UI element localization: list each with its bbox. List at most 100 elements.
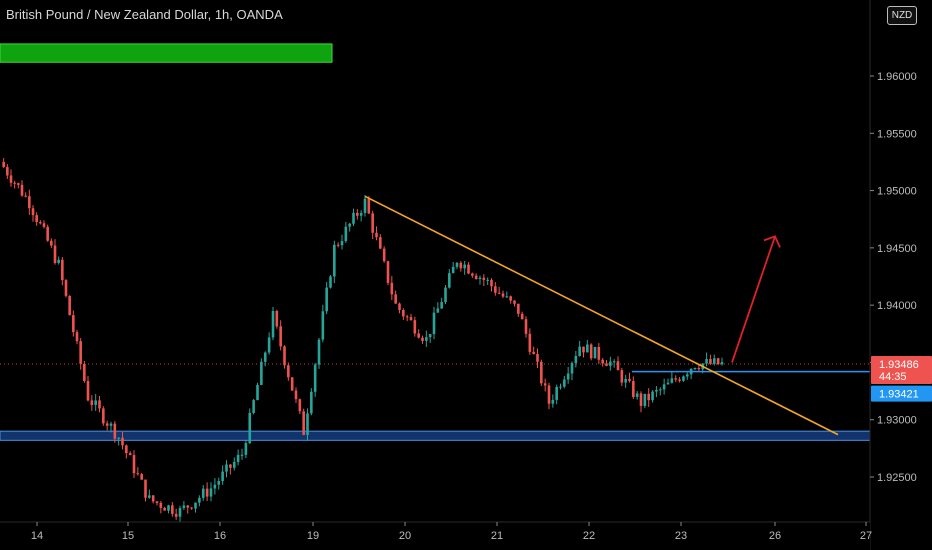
candle [678, 377, 681, 383]
candle-body [432, 312, 436, 335]
candle [609, 356, 612, 371]
candle [685, 372, 689, 380]
candle-body [597, 346, 601, 360]
candle-body [348, 223, 351, 227]
candle-body [263, 352, 267, 362]
target-zone-rect[interactable] [0, 43, 333, 63]
candle [666, 378, 670, 385]
candle [287, 362, 290, 381]
candle [105, 420, 109, 431]
candle-body [371, 213, 374, 233]
candle-body [520, 313, 524, 320]
candle [612, 359, 616, 368]
candle-body [517, 303, 520, 314]
candle [68, 295, 71, 316]
candle-body [275, 310, 279, 327]
candle-body [459, 262, 463, 269]
candle [201, 484, 205, 501]
price-tick-label: 1.94500 [877, 243, 917, 255]
candle [72, 310, 75, 337]
candle [616, 356, 620, 371]
candle-body [83, 363, 86, 382]
support-zone[interactable] [0, 430, 871, 441]
candle [409, 313, 413, 321]
candlestick-series [2, 158, 724, 524]
candle-body [136, 473, 140, 475]
candle [198, 495, 201, 507]
candle-body [639, 393, 643, 406]
candle-body [674, 378, 678, 380]
symbol-title[interactable]: British Pound / New Zealand Dollar, 1h, … [6, 7, 283, 22]
candle [540, 359, 543, 386]
currency-button[interactable]: NZD [887, 6, 917, 25]
candle-body [501, 293, 505, 297]
candle [290, 377, 294, 391]
candle-body [198, 497, 201, 503]
candle-body [455, 262, 459, 267]
candle-body [194, 502, 197, 509]
candle [421, 335, 424, 344]
candle-body [267, 337, 271, 353]
candle-body [647, 393, 651, 401]
candle-body [232, 461, 236, 468]
candle [102, 406, 105, 426]
candle [363, 195, 367, 217]
candle-body [547, 385, 551, 404]
time-tick-label: 27 [860, 530, 872, 542]
candle-body [171, 505, 174, 514]
candle [39, 220, 42, 225]
candle [509, 295, 512, 304]
candle-body [105, 423, 109, 426]
candle [682, 375, 685, 382]
candle [651, 390, 654, 403]
candle [559, 383, 562, 390]
candle [444, 285, 447, 305]
candle [317, 338, 321, 369]
candle-body [50, 240, 53, 246]
forecast-arrow-head[interactable] [763, 235, 781, 248]
candle-body [190, 507, 193, 509]
target-zone[interactable] [0, 43, 333, 63]
candle-body [532, 351, 535, 354]
trendline[interactable] [364, 195, 839, 436]
candle-body [244, 443, 248, 455]
current-price-label: 1.93486 [879, 359, 919, 371]
candle [31, 205, 35, 222]
candle [306, 408, 309, 441]
candle [225, 460, 228, 478]
forecast-arrow-line[interactable] [731, 236, 776, 363]
candle [205, 482, 209, 502]
candle-body [64, 280, 68, 296]
candle-body [102, 408, 105, 424]
candle [628, 372, 631, 383]
candle [478, 275, 482, 285]
candle [213, 478, 217, 495]
candle [543, 378, 547, 392]
candle [712, 354, 716, 366]
candle [578, 340, 581, 357]
candle [566, 366, 570, 384]
candle-body [720, 362, 724, 365]
candle-body [13, 182, 16, 184]
candle-body [125, 445, 128, 454]
time-tick-label: 19 [307, 530, 319, 542]
candle-body [205, 488, 209, 497]
support-zone-rect[interactable] [0, 430, 871, 441]
time-tick-label: 21 [491, 530, 503, 542]
candle-body [697, 368, 701, 370]
candle [294, 387, 298, 404]
candle-body [306, 413, 309, 435]
drawing-overlays[interactable] [0, 195, 870, 436]
candle [382, 246, 386, 263]
candle [117, 437, 120, 446]
candle [486, 277, 489, 285]
candle-body [440, 302, 443, 309]
candle [589, 343, 593, 361]
candle [252, 398, 255, 415]
candle [17, 182, 20, 189]
candle-body [20, 184, 24, 196]
candle [563, 375, 566, 389]
candle-body [279, 326, 282, 347]
